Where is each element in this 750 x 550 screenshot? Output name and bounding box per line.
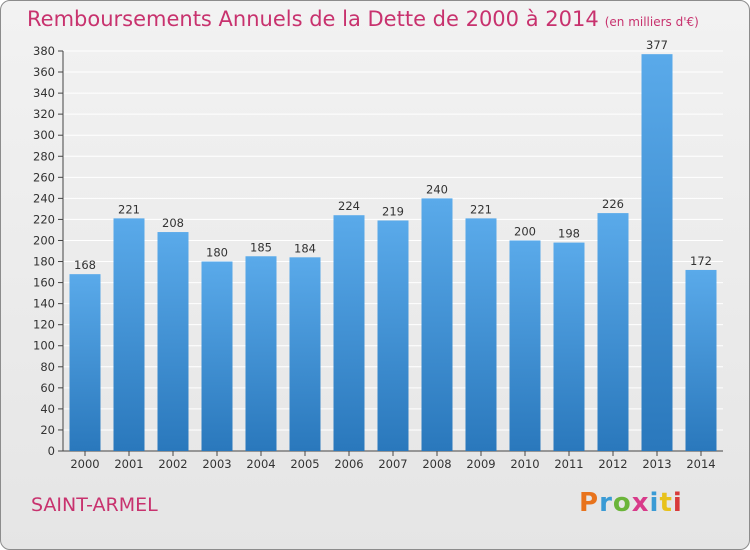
data-label: 377 xyxy=(646,38,668,52)
bar xyxy=(377,220,409,451)
data-label: 185 xyxy=(250,240,272,254)
logo-letter: o xyxy=(612,488,632,518)
data-label: 198 xyxy=(558,227,580,241)
data-label: 180 xyxy=(206,246,228,260)
bar xyxy=(465,218,497,451)
data-label: 200 xyxy=(514,224,536,238)
bar xyxy=(113,218,145,451)
bar xyxy=(289,257,321,451)
bar xyxy=(333,215,365,451)
y-tick-label: 20 xyxy=(40,423,55,437)
bar xyxy=(509,240,541,451)
x-tick-label: 2007 xyxy=(378,457,407,471)
x-tick-label: 2012 xyxy=(598,457,627,471)
x-tick-label: 2009 xyxy=(466,457,495,471)
bar xyxy=(157,232,189,451)
x-tick-label: 2014 xyxy=(686,457,715,471)
y-tick-label: 100 xyxy=(33,339,55,353)
x-tick-label: 2013 xyxy=(642,457,671,471)
logo-letter: P xyxy=(579,488,600,518)
logo-letter: r xyxy=(599,488,613,518)
x-tick-label: 2001 xyxy=(114,457,143,471)
chart-title-unit: (en milliers d'€) xyxy=(604,15,699,29)
proxiti-logo: Proxiti xyxy=(579,488,683,518)
x-tick-label: 2006 xyxy=(334,457,363,471)
bar xyxy=(641,54,673,451)
data-label: 221 xyxy=(470,202,492,216)
y-tick-label: 220 xyxy=(33,212,55,226)
y-tick-label: 340 xyxy=(33,86,55,100)
x-tick-label: 2005 xyxy=(290,457,319,471)
y-tick-label: 300 xyxy=(33,128,55,142)
bar xyxy=(421,198,453,451)
y-tick-label: 0 xyxy=(48,444,55,458)
data-label: 219 xyxy=(382,204,404,218)
x-tick-label: 2008 xyxy=(422,457,451,471)
y-tick-label: 260 xyxy=(33,170,55,184)
commune-name: SAINT-ARMEL xyxy=(31,494,158,516)
bar xyxy=(685,269,717,451)
data-label: 208 xyxy=(162,216,184,230)
y-tick-label: 180 xyxy=(33,255,55,269)
x-tick-label: 2004 xyxy=(246,457,275,471)
data-label: 226 xyxy=(602,197,624,211)
y-tick-label: 80 xyxy=(40,360,55,374)
y-tick-label: 60 xyxy=(40,381,55,395)
y-tick-label: 360 xyxy=(33,65,55,79)
y-tick-label: 140 xyxy=(33,297,55,311)
data-label: 184 xyxy=(294,241,316,255)
x-tick-label: 2011 xyxy=(554,457,583,471)
y-tick-label: 380 xyxy=(33,44,55,58)
logo-letter: i xyxy=(649,488,660,518)
bar xyxy=(69,274,101,451)
x-tick-label: 2010 xyxy=(510,457,539,471)
y-tick-label: 320 xyxy=(33,107,55,121)
bar xyxy=(245,256,277,451)
logo-letter: i xyxy=(672,488,683,518)
x-tick-label: 2003 xyxy=(202,457,231,471)
y-tick-label: 280 xyxy=(33,149,55,163)
y-tick-label: 40 xyxy=(40,402,55,416)
bar xyxy=(553,242,585,451)
y-tick-label: 160 xyxy=(33,276,55,290)
logo-letter: t xyxy=(659,488,673,518)
chart-title: Remboursements Annuels de la Dette de 20… xyxy=(27,7,699,31)
logo-letter: x xyxy=(631,488,650,518)
data-label: 224 xyxy=(338,199,360,213)
data-label: 172 xyxy=(690,254,712,268)
x-tick-label: 2000 xyxy=(70,457,99,471)
data-label: 168 xyxy=(74,258,96,272)
y-tick-label: 200 xyxy=(33,233,55,247)
chart-title-main: Remboursements Annuels de la Dette de 20… xyxy=(27,7,599,31)
bar xyxy=(597,213,629,451)
x-tick-label: 2002 xyxy=(158,457,187,471)
data-label: 221 xyxy=(118,202,140,216)
y-tick-label: 240 xyxy=(33,191,55,205)
bar xyxy=(201,261,233,451)
y-tick-label: 120 xyxy=(33,318,55,332)
data-label: 240 xyxy=(426,182,448,196)
